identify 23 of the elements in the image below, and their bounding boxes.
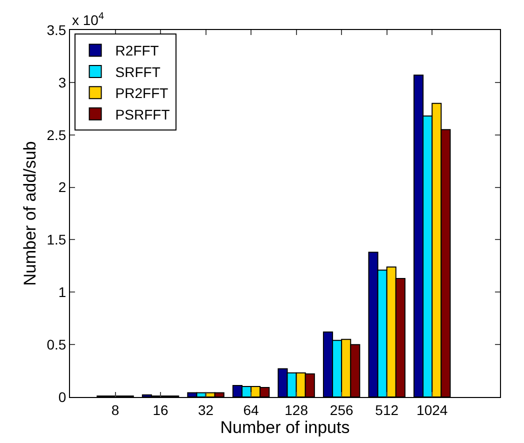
y-tick-label: 1.5	[46, 232, 66, 248]
x-tick-label: 256	[330, 402, 354, 418]
y-tick-label: 2.5	[46, 126, 66, 143]
y-tick-label: 0.5	[46, 336, 66, 352]
y-tick-label: 2	[58, 179, 66, 196]
y-tick-label: 3	[58, 74, 66, 90]
x-tick-label: 1024	[416, 402, 448, 418]
x-tick-label: 128	[284, 402, 308, 418]
legend-label: SRFFT	[115, 64, 161, 80]
y-tick-label: 1	[58, 284, 66, 300]
text: x 10$^{4}$	[72, 11, 104, 28]
legend-label: R2FFT	[115, 42, 160, 59]
x-tick-label: 16	[152, 402, 169, 418]
x-tick-label: 64	[243, 402, 260, 418]
x-tick-label: 512	[375, 402, 399, 418]
y-axis-title: Number of add/sub	[20, 141, 40, 286]
x-tick-label: 32	[198, 402, 214, 418]
x-tick-label: 8	[111, 402, 120, 418]
y-tick-label: 3.5	[46, 22, 66, 38]
y-tick-label: 0	[58, 388, 66, 405]
x-axis-title: Number of inputs	[220, 418, 350, 437]
legend-label: PSRFFT	[115, 106, 170, 122]
legend-label: PR2FFT	[115, 85, 169, 102]
